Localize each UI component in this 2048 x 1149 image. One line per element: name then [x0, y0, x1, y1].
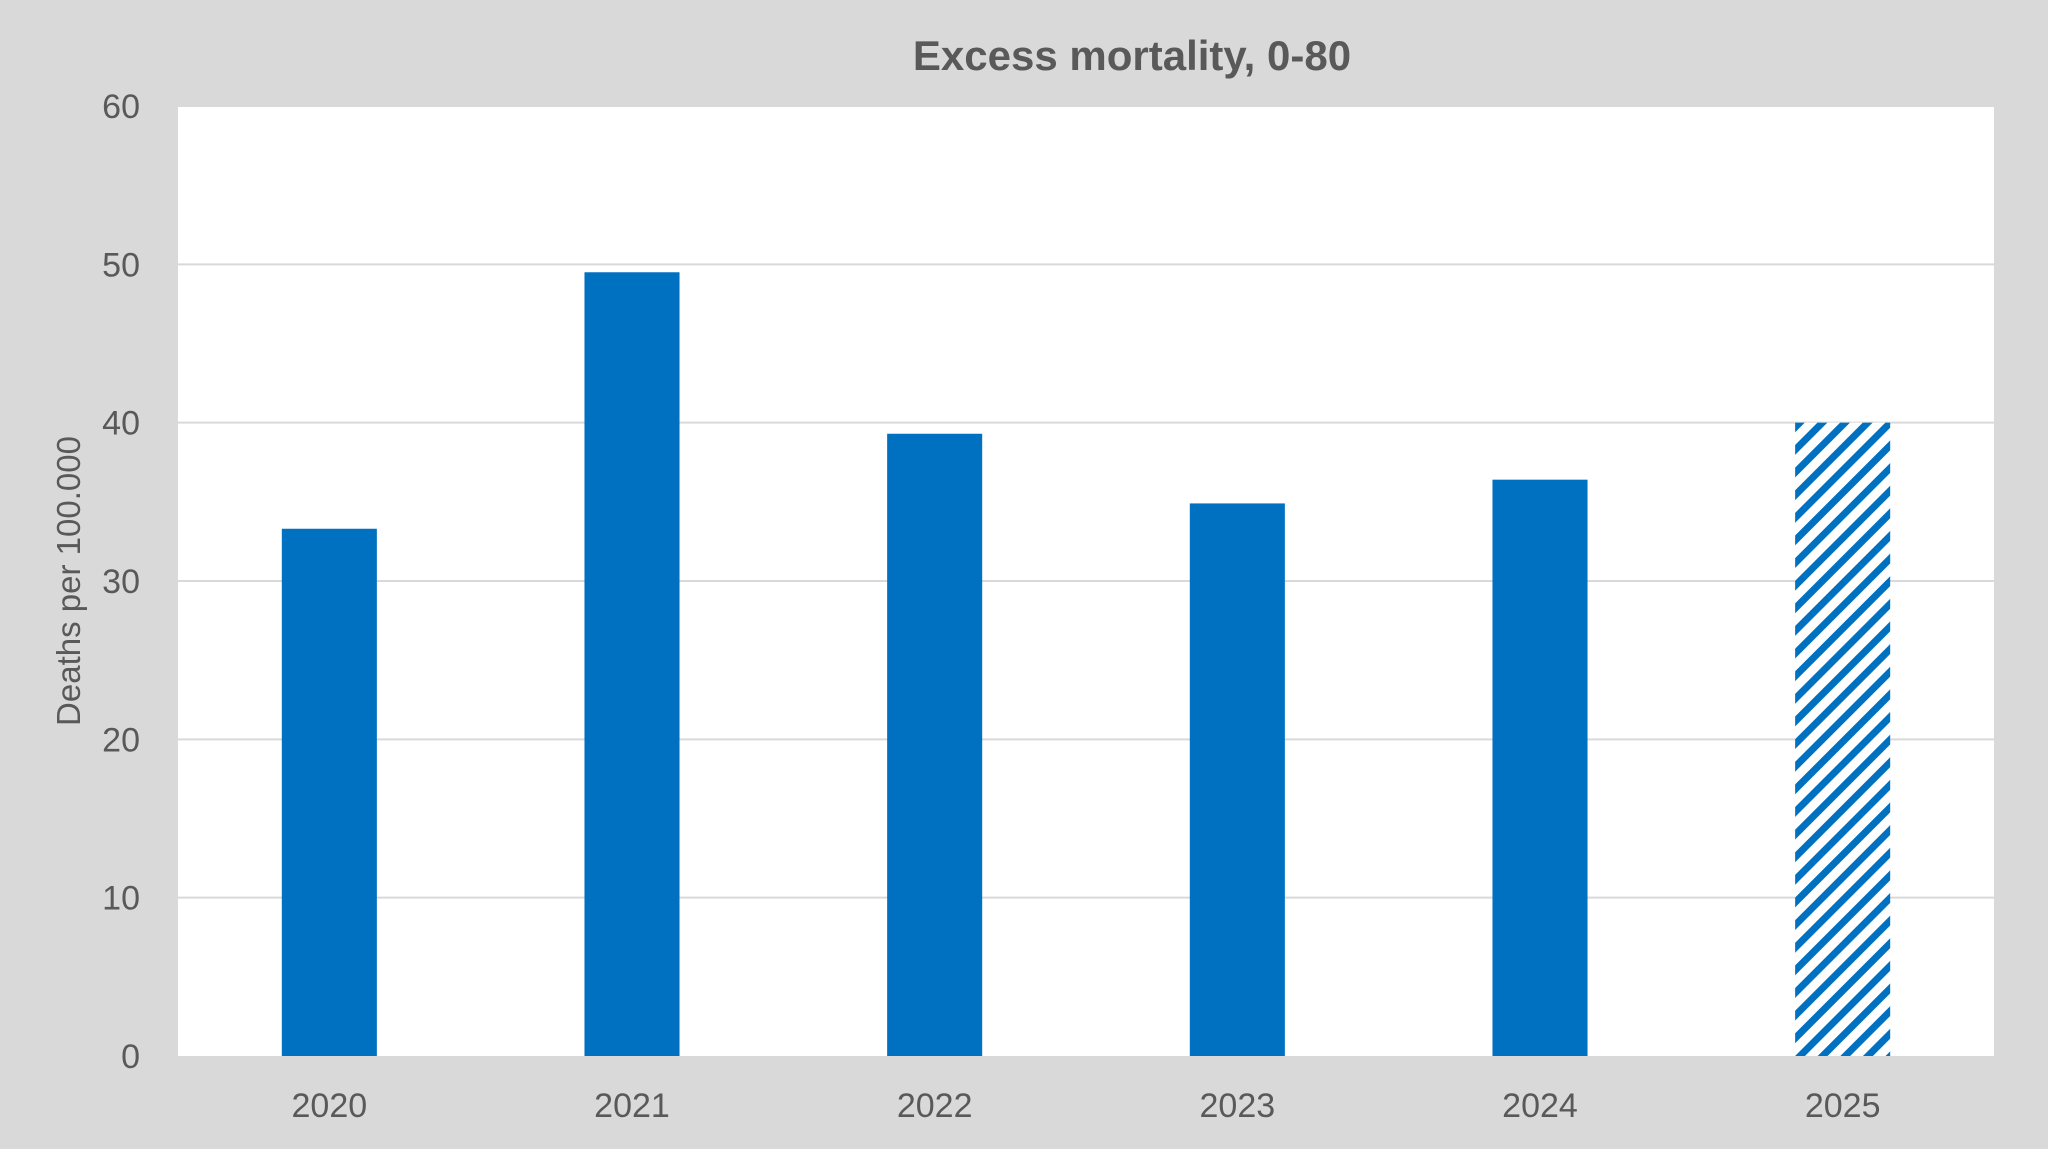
x-tick-label: 2023 — [1200, 1087, 1276, 1125]
bar-2023 — [1189, 503, 1285, 1057]
x-tick-label: 2021 — [594, 1087, 670, 1125]
chart-title: Excess mortality, 0-80 — [913, 32, 1351, 79]
x-tick-label: 2022 — [897, 1087, 973, 1125]
y-tick-label: 0 — [121, 1038, 140, 1076]
y-tick-label: 20 — [102, 721, 140, 759]
bar-2024 — [1492, 479, 1588, 1057]
x-tick-label: 2020 — [292, 1087, 368, 1125]
y-tick-label: 40 — [102, 405, 140, 443]
y-tick-label: 30 — [102, 563, 140, 601]
y-axis-title: Deaths per 100.000 — [50, 436, 87, 726]
bars — [281, 272, 1891, 1057]
bar-2022 — [887, 433, 983, 1056]
bar-2020 — [281, 528, 377, 1056]
y-tick-label: 10 — [102, 880, 140, 918]
bar-2025 — [1795, 422, 1891, 1057]
x-axis-ticks: 2020 2021 2022 2023 2024 2025 — [292, 1087, 1881, 1125]
bar-2021 — [584, 272, 680, 1056]
gridlines — [178, 105, 1994, 899]
x-tick-label: 2024 — [1502, 1087, 1578, 1125]
y-tick-label: 60 — [102, 88, 140, 126]
x-tick-label: 2025 — [1805, 1087, 1881, 1125]
y-tick-label: 50 — [102, 246, 140, 284]
y-axis-ticks: 0 10 20 30 40 50 60 — [102, 88, 140, 1076]
